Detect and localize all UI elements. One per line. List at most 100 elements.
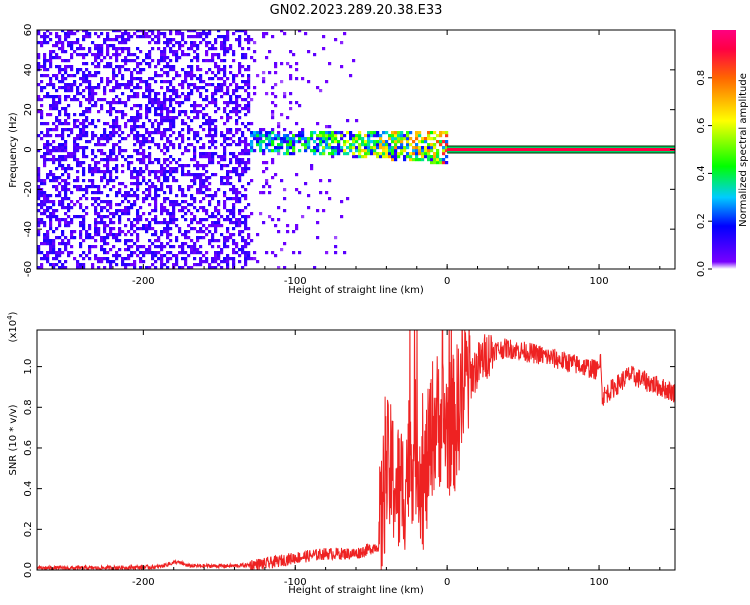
spectrogram-cell bbox=[226, 230, 230, 234]
spectrogram-cell bbox=[88, 248, 92, 252]
spectrogram-cell bbox=[124, 209, 128, 213]
spectrogram-cell bbox=[100, 200, 104, 204]
spectrogram-cell bbox=[70, 47, 74, 51]
spectrogram-cell bbox=[340, 215, 344, 219]
spectrogram-cell bbox=[163, 152, 167, 156]
spectrogram-cell bbox=[289, 146, 293, 150]
spectrogram-cell bbox=[166, 146, 170, 150]
spectrogram-cell bbox=[67, 116, 71, 120]
spectrogram-cell bbox=[364, 155, 368, 159]
spectrogram-cell bbox=[94, 170, 98, 174]
spectrogram-cell bbox=[46, 68, 50, 72]
spectrogram-cell bbox=[85, 134, 89, 138]
spectrogram-cell bbox=[70, 152, 74, 156]
spectrogram-cell bbox=[223, 137, 227, 141]
spectrogram-cell bbox=[193, 245, 197, 249]
spectrogram-cell bbox=[247, 143, 251, 147]
spectrogram-cell bbox=[136, 248, 140, 252]
spectrogram-cell bbox=[151, 47, 155, 51]
spectrogram-cell bbox=[160, 257, 164, 261]
spectrogram-cell bbox=[262, 170, 266, 174]
spectrogram-cell bbox=[49, 173, 53, 177]
spectrogram-cell bbox=[229, 188, 233, 192]
spectrogram-cell bbox=[106, 83, 110, 87]
spectrogram-cell bbox=[238, 95, 242, 99]
spectrogram-cell bbox=[40, 179, 44, 183]
spectrogram-cell bbox=[97, 230, 101, 234]
spectrogram-cell bbox=[193, 263, 197, 267]
spectrogram-cell bbox=[70, 65, 74, 69]
spectrogram-cell bbox=[310, 131, 314, 135]
spectrogram-cell bbox=[208, 224, 212, 228]
spectrogram-cell bbox=[169, 32, 173, 36]
spectrogram-cell bbox=[331, 137, 335, 141]
spectrogram-cell bbox=[61, 230, 65, 234]
spectrogram-cell bbox=[169, 257, 173, 261]
spectrogram-cell bbox=[241, 239, 245, 243]
spectrogram-cell bbox=[238, 164, 242, 168]
spectrogram-cell bbox=[187, 266, 191, 269]
spectrogram-cell bbox=[193, 50, 197, 54]
spectrogram-cell bbox=[406, 131, 410, 135]
spectrogram-cell bbox=[40, 200, 44, 204]
spectrogram-cell bbox=[91, 245, 95, 249]
spectrogram-cell bbox=[160, 107, 164, 111]
spectrogram-cell bbox=[241, 30, 245, 33]
spectrogram-cell bbox=[157, 35, 161, 39]
spectrogram-cell bbox=[178, 83, 182, 87]
spectrogram-cell bbox=[283, 137, 287, 141]
spectrogram-cell bbox=[160, 80, 164, 84]
spectrogram-cell bbox=[409, 152, 413, 156]
spectrogram-cell bbox=[136, 194, 140, 198]
spectrogram-cell bbox=[88, 164, 92, 168]
spectrogram-cell bbox=[58, 119, 62, 123]
spectrogram-cell bbox=[85, 116, 89, 120]
spectrogram-cell bbox=[43, 203, 47, 207]
spectrogram-cell bbox=[163, 104, 167, 108]
spectrogram-cell bbox=[430, 137, 434, 141]
spectrogram-cell bbox=[265, 143, 269, 147]
spectrogram-cell bbox=[46, 122, 50, 126]
spectrogram-cell bbox=[97, 62, 101, 66]
spectrogram-cell bbox=[172, 125, 176, 129]
spectrogram-cell bbox=[145, 104, 149, 108]
spectrogram-cell bbox=[223, 122, 227, 126]
spectrogram-cell bbox=[214, 251, 218, 255]
spectrogram-cell bbox=[82, 266, 86, 269]
spectrogram-cell bbox=[391, 134, 395, 138]
spectrogram-cell bbox=[277, 218, 281, 222]
spectrogram-cell bbox=[199, 236, 203, 240]
spectrogram-ytick-label: 20 bbox=[23, 103, 34, 116]
spectrogram-cell bbox=[136, 62, 140, 66]
spectrogram-cell bbox=[199, 221, 203, 225]
spectrogram-cell bbox=[133, 224, 137, 228]
spectrogram-cell bbox=[154, 215, 158, 219]
spectrogram-cell bbox=[82, 110, 86, 114]
spectrogram-cell bbox=[232, 248, 236, 252]
spectrogram-cell bbox=[352, 134, 356, 138]
colorbar-gradient bbox=[712, 30, 736, 269]
spectrogram-cell bbox=[349, 146, 353, 150]
spectrogram-cell bbox=[202, 191, 206, 195]
spectrogram-cell bbox=[277, 122, 281, 126]
spectrogram-cell bbox=[100, 236, 104, 240]
spectrogram-cell bbox=[214, 101, 218, 105]
spectrogram-cell bbox=[121, 212, 125, 216]
spectrogram-cell bbox=[82, 257, 86, 261]
spectrogram-cell bbox=[406, 134, 410, 138]
spectrogram-cell bbox=[169, 119, 173, 123]
spectrogram-cell bbox=[202, 98, 206, 102]
spectrogram-cell bbox=[100, 107, 104, 111]
spectrogram-cell bbox=[166, 80, 170, 84]
spectrogram-cell bbox=[208, 182, 212, 186]
spectrogram-cell bbox=[343, 140, 347, 144]
spectrogram-cell bbox=[274, 62, 278, 66]
spectrogram-cell bbox=[181, 134, 185, 138]
spectrogram-cell bbox=[121, 131, 125, 135]
spectrogram-cell bbox=[364, 140, 368, 144]
spectrogram-cell bbox=[226, 77, 230, 81]
spectrogram-cell bbox=[235, 101, 239, 105]
spectrogram-cell bbox=[181, 92, 185, 96]
spectrogram-cell bbox=[109, 65, 113, 69]
spectrogram-cell bbox=[73, 215, 77, 219]
